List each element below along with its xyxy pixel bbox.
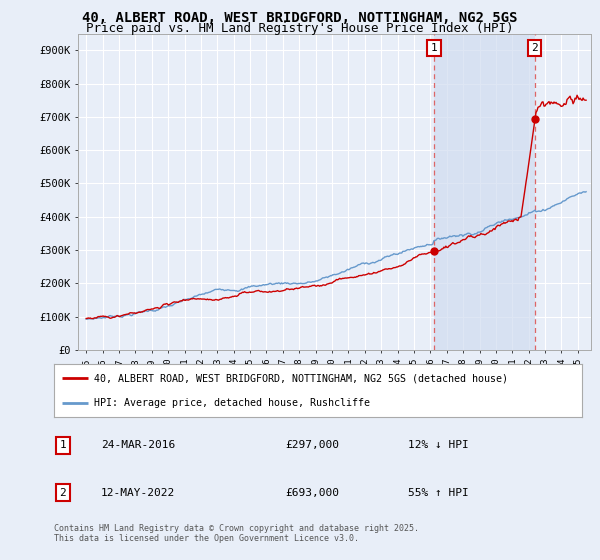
Text: HPI: Average price, detached house, Rushcliffe: HPI: Average price, detached house, Rush… (94, 398, 370, 408)
Text: 40, ALBERT ROAD, WEST BRIDGFORD, NOTTINGHAM, NG2 5GS: 40, ALBERT ROAD, WEST BRIDGFORD, NOTTING… (82, 11, 518, 25)
Text: 12-MAY-2022: 12-MAY-2022 (101, 488, 175, 498)
Text: 55% ↑ HPI: 55% ↑ HPI (407, 488, 469, 498)
Text: 2: 2 (59, 488, 67, 498)
Text: Contains HM Land Registry data © Crown copyright and database right 2025.
This d: Contains HM Land Registry data © Crown c… (54, 524, 419, 543)
Text: Price paid vs. HM Land Registry's House Price Index (HPI): Price paid vs. HM Land Registry's House … (86, 22, 514, 35)
Bar (434, 34, 535, 350)
Text: 24-MAR-2016: 24-MAR-2016 (101, 440, 175, 450)
Text: 40, ALBERT ROAD, WEST BRIDGFORD, NOTTINGHAM, NG2 5GS (detached house): 40, ALBERT ROAD, WEST BRIDGFORD, NOTTING… (94, 374, 508, 384)
Text: 1: 1 (59, 440, 67, 450)
Text: 1: 1 (431, 43, 437, 53)
Text: 12% ↓ HPI: 12% ↓ HPI (407, 440, 469, 450)
Text: £297,000: £297,000 (285, 440, 339, 450)
Text: 2: 2 (532, 43, 538, 53)
Text: £693,000: £693,000 (285, 488, 339, 498)
